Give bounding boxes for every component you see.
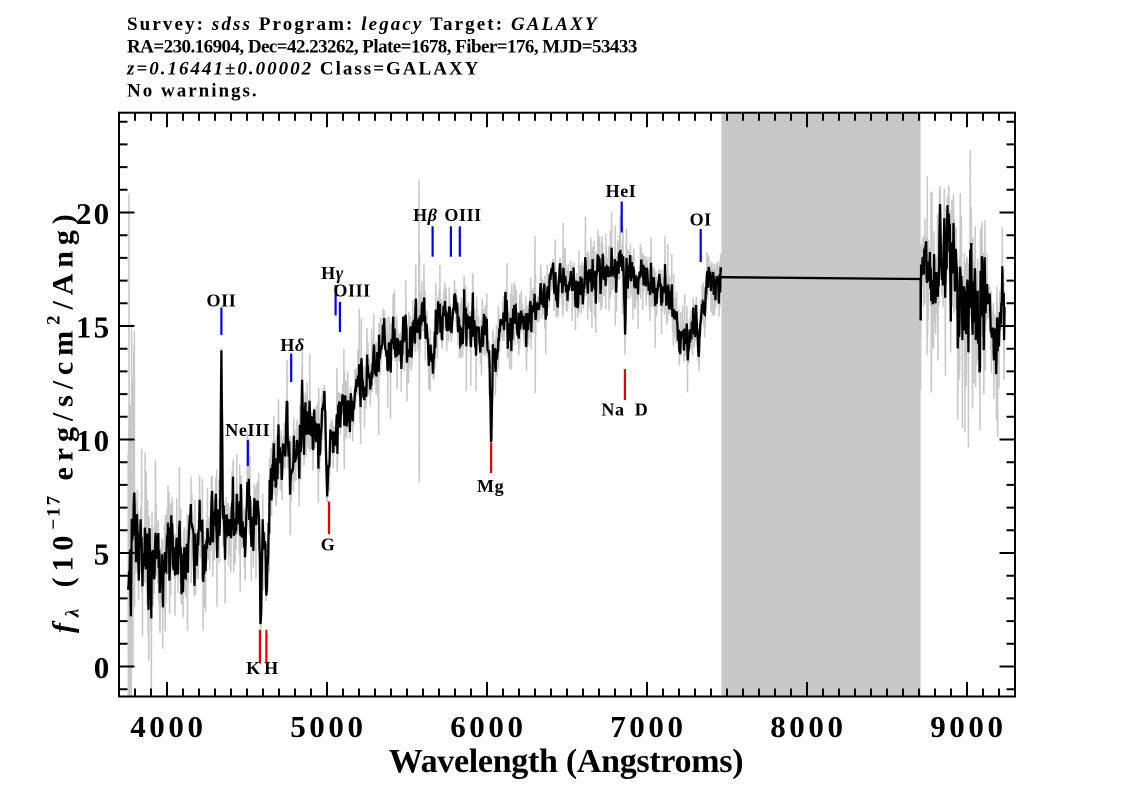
svg-text:5000: 5000 — [290, 709, 366, 744]
svg-text:HeI: HeI — [606, 181, 637, 201]
svg-text:8000: 8000 — [770, 709, 846, 744]
svg-text:OIII: OIII — [333, 281, 370, 301]
svg-text:20: 20 — [76, 196, 111, 231]
svg-text:OI: OI — [690, 210, 712, 230]
svg-text:OIII: OIII — [444, 205, 481, 225]
svg-text:G: G — [321, 535, 336, 555]
svg-text:OII: OII — [206, 291, 236, 311]
svg-text:Hγ: Hγ — [321, 263, 344, 283]
svg-text:0: 0 — [94, 650, 112, 685]
svg-text:7000: 7000 — [610, 709, 686, 744]
svg-text:Survey: sdss Program: legacy T: Survey: sdss Program: legacy Target: GAL… — [127, 14, 599, 35]
svg-text:Mg: Mg — [477, 476, 504, 496]
svg-text:fλ (10−17 erg/s/cm2/Ang): fλ (10−17 erg/s/cm2/Ang) — [44, 208, 84, 633]
svg-text:15: 15 — [76, 309, 111, 344]
svg-text:6000: 6000 — [450, 709, 526, 744]
svg-text:Na D: Na D — [601, 400, 648, 420]
svg-text:NeIII: NeIII — [225, 420, 270, 440]
svg-text:RA=230.16904, Dec=42.23262, Pl: RA=230.16904, Dec=42.23262, Plate=1678, … — [127, 36, 637, 57]
svg-text:K: K — [246, 658, 261, 678]
svg-text:Hδ: Hδ — [280, 335, 304, 355]
svg-text:Hβ: Hβ — [413, 205, 438, 225]
svg-text:No warnings.: No warnings. — [127, 81, 259, 102]
svg-text:10: 10 — [76, 423, 111, 458]
svg-text:H: H — [264, 658, 279, 678]
svg-text:z=0.16441±0.00002 Class=GALAXY: z=0.16441±0.00002 Class=GALAXY — [126, 59, 480, 80]
svg-text:9000: 9000 — [930, 709, 1006, 744]
svg-text:4000: 4000 — [130, 709, 206, 744]
svg-text:Wavelength (Angstroms): Wavelength (Angstroms) — [389, 743, 743, 780]
svg-text:5: 5 — [94, 536, 112, 571]
